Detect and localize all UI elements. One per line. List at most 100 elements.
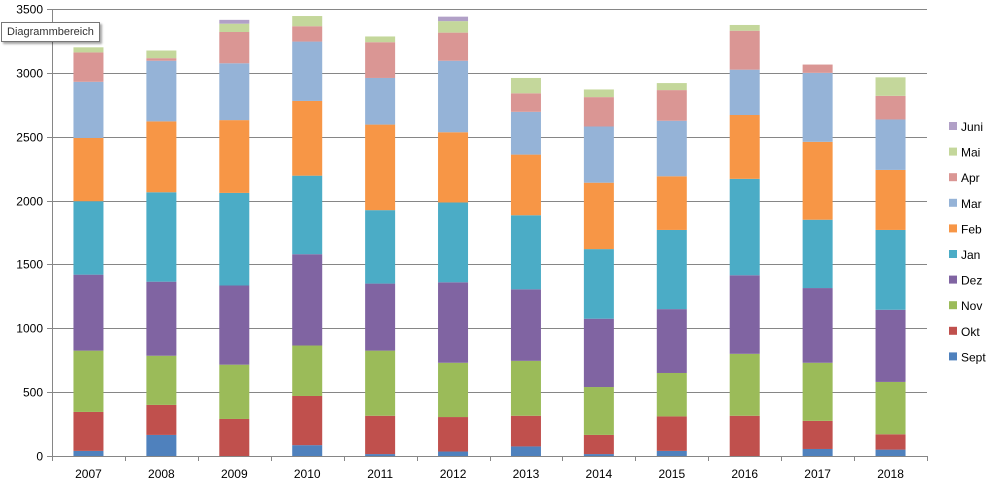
x-tick-label: 2017 — [804, 467, 831, 481]
bar-segment-apr-2014 — [583, 97, 614, 127]
bar-segment-mai-2012 — [438, 21, 469, 33]
bar-segment-okt-2009 — [219, 418, 250, 456]
bar-segment-nov-2017 — [802, 362, 833, 421]
legend-label: Mai — [961, 146, 980, 160]
x-tick-label: 2008 — [148, 467, 175, 481]
legend-label: Feb — [961, 222, 982, 236]
bar-segment-okt-2016 — [729, 415, 760, 456]
bar-segment-mai-2009 — [219, 23, 250, 32]
x-tick-label: 2016 — [731, 467, 758, 481]
legend-swatch — [949, 224, 957, 233]
bar-segment-mar-2010 — [292, 41, 323, 101]
legend-swatch — [949, 326, 957, 335]
x-tick-label: 2018 — [877, 467, 904, 481]
bar-segment-okt-2013 — [510, 415, 541, 447]
bar-segment-feb-2012 — [438, 132, 469, 203]
bar-segment-sept-2017 — [802, 448, 833, 456]
x-tick-label: 2007 — [75, 467, 102, 481]
bar-segment-sept-2018 — [875, 449, 906, 456]
bar-segment-feb-2016 — [729, 115, 760, 179]
bar-segment-feb-2011 — [365, 124, 396, 211]
bar-segment-dez-2012 — [438, 282, 469, 363]
bar-segment-feb-2018 — [875, 169, 906, 230]
bar-segment-feb-2010 — [292, 100, 323, 176]
bar-segment-mar-2012 — [438, 60, 469, 133]
bar-segment-nov-2011 — [365, 350, 396, 416]
bar-segment-okt-2018 — [875, 434, 906, 450]
bar-segment-mai-2010 — [292, 16, 323, 27]
x-tick-label: 2015 — [658, 467, 685, 481]
bar-segment-dez-2017 — [802, 288, 833, 363]
bar-segment-mai-2014 — [583, 89, 614, 98]
bar-segment-nov-2010 — [292, 345, 323, 396]
bar-segment-apr-2009 — [219, 31, 250, 64]
bar-segment-dez-2008 — [146, 281, 177, 356]
bar-segment-okt-2012 — [438, 417, 469, 452]
y-tick-label: 1500 — [16, 258, 43, 272]
bar-segment-feb-2008 — [146, 121, 177, 193]
chart-area-tooltip: Diagrammbereich — [1, 22, 100, 42]
bar-segment-sept-2014 — [583, 454, 614, 456]
y-tick-label: 1000 — [16, 322, 43, 336]
bar-segment-mai-2011 — [365, 36, 396, 43]
bar-segment-okt-2015 — [656, 416, 687, 451]
bar-segment-jan-2009 — [219, 192, 250, 286]
bar-segment-apr-2018 — [875, 95, 906, 120]
bar-segment-dez-2010 — [292, 254, 323, 346]
bar-segment-feb-2007 — [73, 137, 104, 202]
bar-segment-okt-2011 — [365, 415, 396, 455]
bar-segment-dez-2013 — [510, 289, 541, 361]
legend: Juni Mai Apr Mar Feb Jan Dez Nov Okt Sept — [949, 120, 986, 364]
x-tick-label: 2014 — [586, 467, 613, 481]
bar-segment-apr-2012 — [438, 32, 469, 61]
bar-segment-mai-2016 — [729, 24, 760, 31]
bar-segment-nov-2018 — [875, 381, 906, 435]
bar-segment-feb-2009 — [219, 120, 250, 193]
bar-segment-nov-2013 — [510, 360, 541, 416]
bar-segment-jan-2013 — [510, 215, 541, 290]
gridlines — [52, 9, 927, 393]
bar-segment-apr-2016 — [729, 30, 760, 70]
bar-segment-jan-2016 — [729, 178, 760, 276]
bar-segment-sept-2011 — [365, 454, 396, 456]
bar-segment-mai-2008 — [146, 50, 177, 59]
legend-swatch — [949, 275, 957, 284]
bar-segment-dez-2015 — [656, 309, 687, 373]
bar-segment-jan-2008 — [146, 192, 177, 282]
axes: 0 500 1000 1500 2000 2500 3000 3500 2007 2008 2009… — [16, 3, 928, 481]
bar-segment-mai-2007 — [73, 47, 104, 53]
bar-segment-mar-2007 — [73, 81, 104, 138]
bar-segment-mai-2018 — [875, 77, 906, 96]
bar-segment-mar-2015 — [656, 120, 687, 177]
bar-segment-apr-2011 — [365, 42, 396, 78]
bar-segment-sept-2008 — [146, 434, 177, 456]
legend-label: Apr — [961, 171, 980, 185]
bar-segment-jan-2017 — [802, 219, 833, 289]
bar-segment-feb-2014 — [583, 182, 614, 250]
x-tick-label: 2009 — [221, 467, 248, 481]
legend-swatch — [949, 250, 957, 258]
bar-segment-apr-2013 — [510, 93, 541, 112]
legend-label: Mar — [961, 197, 982, 211]
bar-segment-sept-2013 — [510, 446, 541, 456]
bar-segment-sept-2015 — [656, 450, 687, 456]
bar-segment-jan-2014 — [583, 249, 614, 319]
legend-swatch — [949, 352, 957, 361]
y-tick-label: 2000 — [16, 195, 43, 209]
bar-segment-nov-2007 — [73, 350, 104, 412]
bar-segment-sept-2010 — [292, 445, 323, 456]
bar-segment-dez-2011 — [365, 283, 396, 351]
y-tick-label: 2500 — [16, 131, 43, 145]
bar-segment-nov-2016 — [729, 353, 760, 416]
legend-label: Okt — [961, 325, 980, 339]
legend-label: Jan — [961, 248, 980, 262]
bar-segment-nov-2009 — [219, 364, 250, 419]
bar-segment-okt-2017 — [802, 420, 833, 449]
legend-swatch — [949, 147, 957, 156]
bar-segment-apr-2010 — [292, 26, 323, 42]
y-tick-label: 0 — [36, 450, 43, 464]
bar-segment-juni-2012 — [438, 16, 469, 22]
legend-label: Sept — [961, 350, 986, 364]
x-tick-label: 2012 — [440, 467, 467, 481]
